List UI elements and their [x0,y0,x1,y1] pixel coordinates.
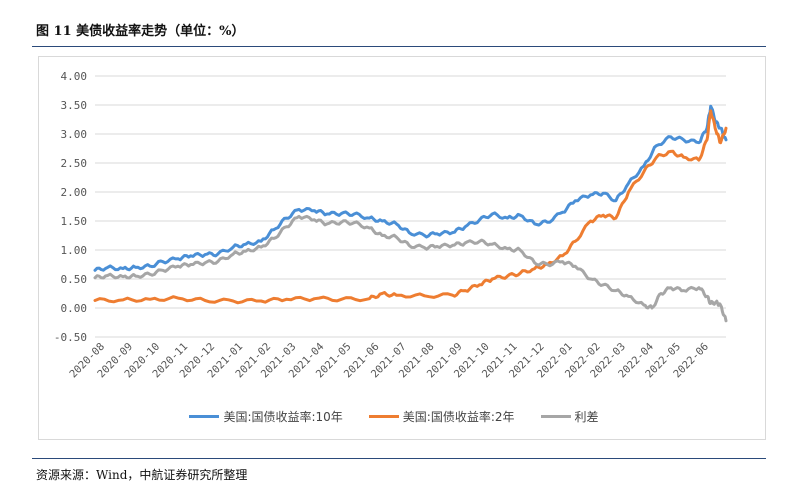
legend-swatch-2y [368,415,399,418]
legend-swatch-spread [540,415,571,418]
legend-item-10y: 美国:国债收益率:10年 [189,408,343,425]
y-tick-label: 3.50 [61,99,88,112]
y-tick-label: 2.00 [61,186,88,199]
legend-item-spread: 利差 [540,408,599,425]
series-line-1 [93,109,728,305]
bottom-rule [32,458,766,459]
series-line-0 [93,104,728,272]
y-tick-label: 0.50 [61,273,88,286]
series-line-2 [93,214,728,323]
y-tick-label: 1.50 [61,215,88,228]
y-tick-label: 4.00 [61,70,88,83]
chart-frame [38,56,766,440]
legend-swatch-10y [189,415,220,418]
y-tick-label: 0.00 [61,302,88,315]
source-note: 资源来源：Wind，中航证券研究所整理 [36,468,248,482]
legend-item-2y: 美国:国债收益率:2年 [368,408,515,425]
figure-title: 图 11 美债收益率走势（单位：%） [36,24,245,39]
y-tick-label: -0.50 [54,331,87,344]
y-tick-label: 3.00 [61,128,88,141]
legend-label-2y: 美国:国债收益率:2年 [402,410,515,424]
legend: 美国:国债收益率:10年 美国:国债收益率:2年 利差 [0,408,788,425]
top-rule [32,46,766,47]
legend-label-spread: 利差 [574,410,599,424]
y-tick-label: 2.50 [61,157,88,170]
legend-label-10y: 美国:国债收益率:10年 [223,410,343,424]
y-tick-label: 1.00 [61,244,88,257]
